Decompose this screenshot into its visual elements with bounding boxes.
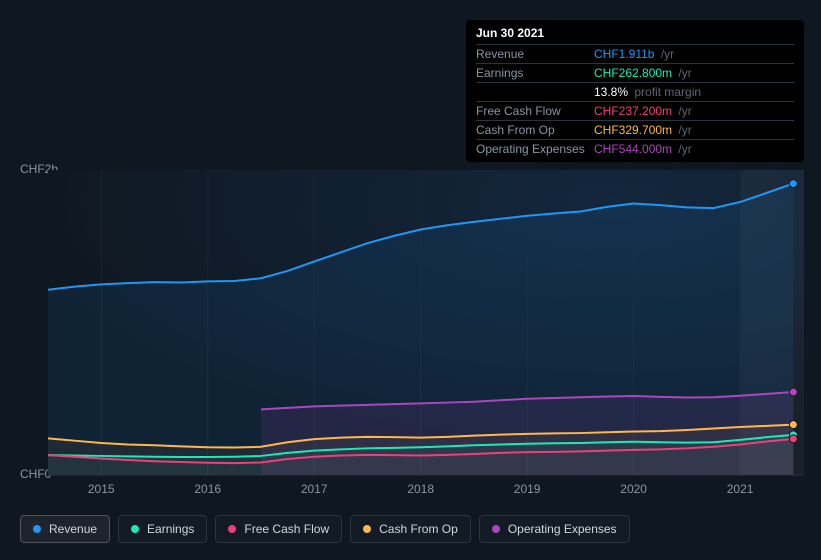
financials-area-chart[interactable] <box>0 0 804 477</box>
legend-dot-icon <box>33 525 41 533</box>
legend-dot-icon <box>492 525 500 533</box>
x-axis-label: 2020 <box>620 482 647 496</box>
legend-dot-icon <box>131 525 139 533</box>
legend-label: Operating Expenses <box>508 522 617 536</box>
legend-item-cash-from-op[interactable]: Cash From Op <box>350 515 471 543</box>
legend-item-revenue[interactable]: Revenue <box>20 515 110 543</box>
legend-item-earnings[interactable]: Earnings <box>118 515 207 543</box>
x-axis-label: 2021 <box>727 482 754 496</box>
x-axis-label: 2019 <box>514 482 541 496</box>
legend-dot-icon <box>363 525 371 533</box>
legend-label: Revenue <box>49 522 97 536</box>
x-axis-label: 2015 <box>88 482 115 496</box>
legend-item-free-cash-flow[interactable]: Free Cash Flow <box>215 515 342 543</box>
legend-label: Earnings <box>147 522 194 536</box>
legend-dot-icon <box>228 525 236 533</box>
x-axis-label: 2018 <box>407 482 434 496</box>
chart-legend: Revenue Earnings Free Cash Flow Cash From O… <box>20 515 630 543</box>
x-axis-label: 2016 <box>194 482 221 496</box>
legend-label: Cash From Op <box>379 522 458 536</box>
x-axis-label: 2017 <box>301 482 328 496</box>
legend-label: Free Cash Flow <box>244 522 329 536</box>
legend-item-operating-expenses[interactable]: Operating Expenses <box>479 515 630 543</box>
